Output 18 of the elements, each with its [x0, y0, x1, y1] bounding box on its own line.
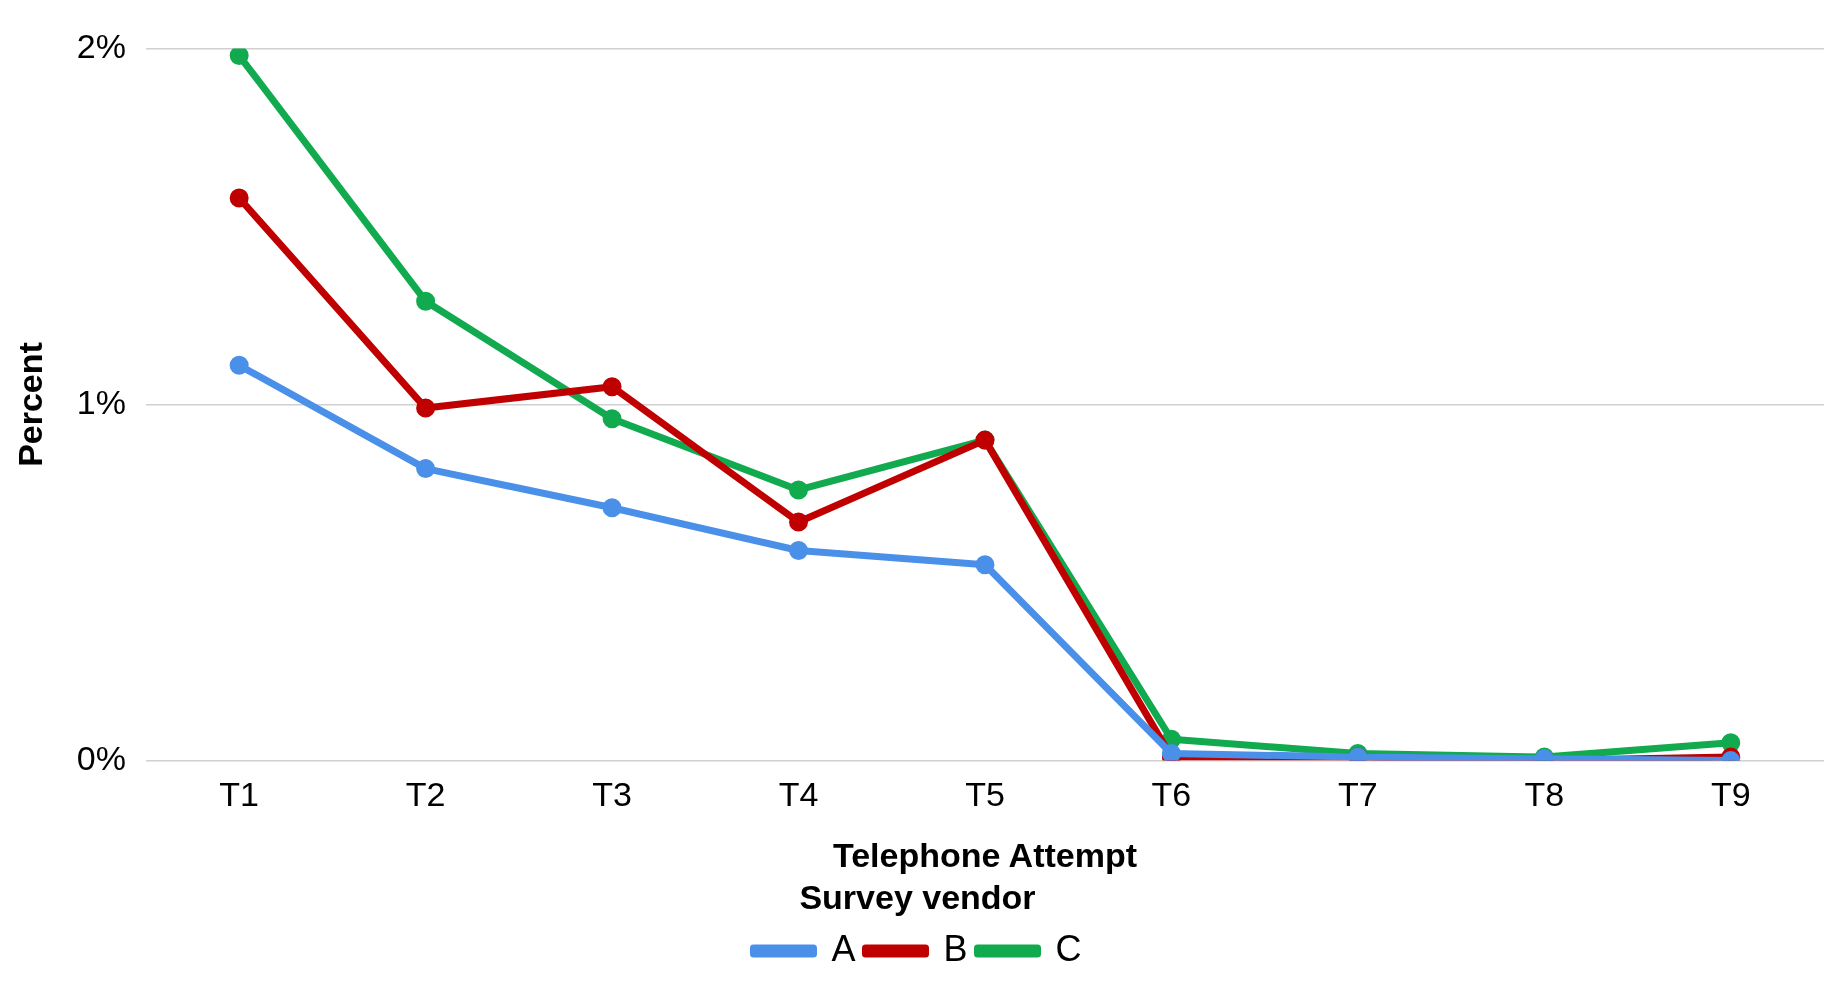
y-tick-label: 0%: [76, 738, 126, 777]
x-tick-label: T7: [1338, 775, 1378, 814]
x-axis-title: Telephone Attempt: [832, 836, 1138, 875]
y-tick-label: 1%: [76, 382, 126, 421]
x-tick-label: T5: [965, 775, 1005, 814]
y-tick-label: 2%: [76, 26, 126, 65]
x-tick-label: T8: [1524, 775, 1565, 814]
x-tick-label: T4: [778, 775, 819, 814]
x-tick-label: T1: [219, 775, 260, 814]
legend-label: B: [943, 927, 968, 969]
legend-label: A: [831, 927, 856, 969]
x-tick-label: T3: [592, 775, 632, 814]
x-tick-label: T9: [1710, 775, 1751, 814]
legend-label: C: [1055, 927, 1082, 969]
legend-title: Survey vendor: [799, 877, 1036, 916]
y-axis-title: Percent: [10, 342, 49, 467]
x-tick-label: T2: [405, 775, 446, 814]
x-tick-label: T6: [1151, 775, 1192, 814]
